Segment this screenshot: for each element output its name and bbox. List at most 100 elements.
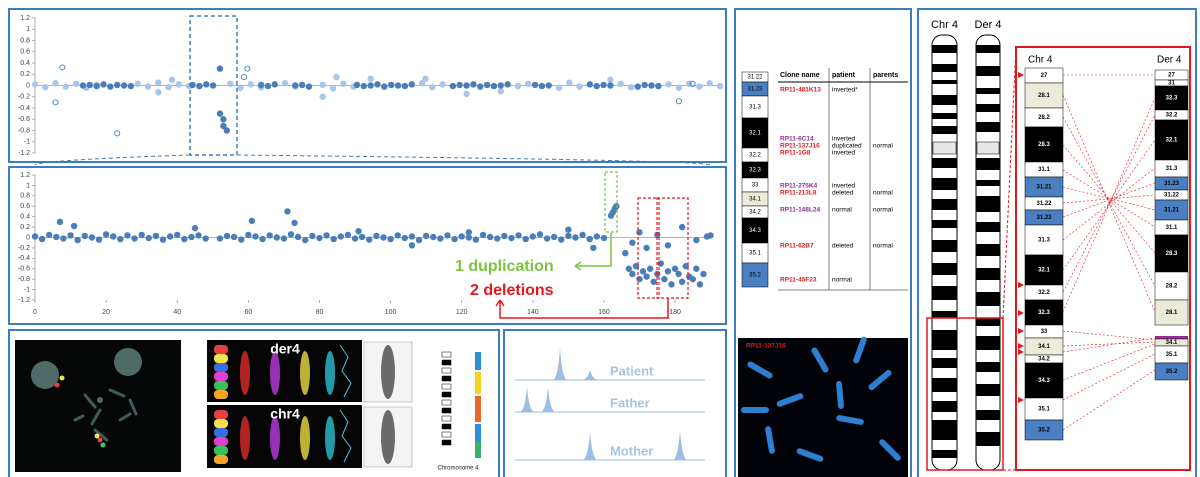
patient-result: inverted <box>832 136 856 143</box>
mfish-segment <box>214 428 228 437</box>
data-point <box>56 218 64 226</box>
x-tick-label: 120 <box>456 309 468 316</box>
data-point <box>114 81 121 89</box>
zoom-title: Der 4 <box>1157 55 1182 66</box>
data-point <box>79 82 87 89</box>
annotation: 2 deletions <box>470 282 554 299</box>
data-point <box>52 80 59 87</box>
chromosome-band <box>976 336 1000 350</box>
data-point <box>408 81 415 88</box>
peak-label: Mother <box>610 443 653 458</box>
data-point <box>430 233 437 241</box>
data-point <box>388 81 395 89</box>
profile-trace <box>339 344 352 398</box>
annotation: 1 duplication <box>455 258 554 275</box>
data-point <box>203 81 210 88</box>
data-point <box>166 233 174 240</box>
data-point <box>444 232 451 239</box>
data-point <box>607 76 614 84</box>
data-point <box>456 81 463 89</box>
y-tick-label: 0 <box>26 82 30 89</box>
data-point <box>165 83 172 91</box>
data-point <box>422 75 429 82</box>
band-link <box>1062 330 1156 341</box>
selection-box <box>189 15 238 156</box>
data-point <box>86 81 94 89</box>
zoom-band-label: 31.21 <box>1036 185 1052 191</box>
data-point <box>586 235 593 243</box>
breakpoint-arrow <box>1018 310 1024 316</box>
nucleus <box>114 348 142 376</box>
data-point <box>168 76 176 84</box>
data-point <box>102 231 110 238</box>
data-point <box>298 81 306 89</box>
data-point <box>463 82 470 89</box>
data-point <box>240 74 247 81</box>
data-point <box>117 235 124 243</box>
chromosome-band <box>932 45 957 53</box>
ideogram-color <box>475 424 481 442</box>
data-point <box>566 79 573 86</box>
data-point <box>358 233 366 241</box>
panel-zoom <box>8 166 727 325</box>
ideogram-band <box>441 391 452 398</box>
data-point <box>576 83 583 90</box>
ideogram-band <box>441 359 452 366</box>
mfish-segment <box>214 372 228 381</box>
data-point <box>607 82 614 89</box>
band-label: 32.2 <box>749 153 761 159</box>
chromosome-band <box>932 113 957 119</box>
data-point <box>609 209 617 216</box>
data-point <box>60 235 67 242</box>
patient-result: normal <box>832 207 852 214</box>
mfish-segment <box>214 390 228 399</box>
data-point <box>586 81 594 88</box>
zoom-band <box>1024 126 1064 163</box>
data-point <box>264 82 272 90</box>
y-tick-label: 1.2 <box>20 15 30 22</box>
patient-result: deleted <box>832 190 854 197</box>
patient-result: deleted <box>832 243 854 250</box>
data-point <box>572 234 579 241</box>
data-point <box>88 234 96 241</box>
data-point <box>668 281 675 288</box>
data-point <box>227 80 234 88</box>
data-point <box>145 234 152 242</box>
chromosome-band <box>976 180 1000 186</box>
band-link <box>1062 341 1156 347</box>
data-point <box>271 81 278 88</box>
zoom-band-label: 32.2 <box>1166 113 1178 119</box>
band-link <box>1062 353 1156 401</box>
x-tick-label: 20 <box>102 309 110 316</box>
chromosome-band <box>976 410 1000 420</box>
ideogram-band <box>441 367 452 374</box>
chromosome-title: Der 4 <box>975 19 1002 31</box>
data-point <box>216 65 224 72</box>
channel-chromosome <box>270 351 280 395</box>
data-point <box>508 234 515 242</box>
data-point <box>309 232 316 240</box>
data-point <box>189 81 196 89</box>
chromosome <box>836 415 864 425</box>
peak <box>583 432 597 460</box>
data-point <box>196 82 203 90</box>
chromosome-band <box>976 222 1000 232</box>
ideogram-band <box>441 415 452 422</box>
data-point <box>529 233 537 240</box>
data-point <box>463 90 470 98</box>
data-point <box>497 87 504 95</box>
data-point <box>159 236 167 243</box>
mfish-segment <box>214 419 228 428</box>
data-point <box>415 236 423 244</box>
data-point <box>100 81 107 88</box>
ideogram-band <box>441 423 452 430</box>
y-tick-label: 0.2 <box>20 224 30 231</box>
data-point <box>81 232 88 240</box>
deletion-arrow <box>495 298 669 319</box>
data-point <box>53 233 60 241</box>
zoom-band-label: 31.22 <box>1036 201 1052 207</box>
data-point <box>641 81 648 89</box>
ideogram-band <box>441 351 452 358</box>
clone-image-label: RP11-137J16 <box>746 343 786 350</box>
band-label: 34.1 <box>749 197 761 203</box>
